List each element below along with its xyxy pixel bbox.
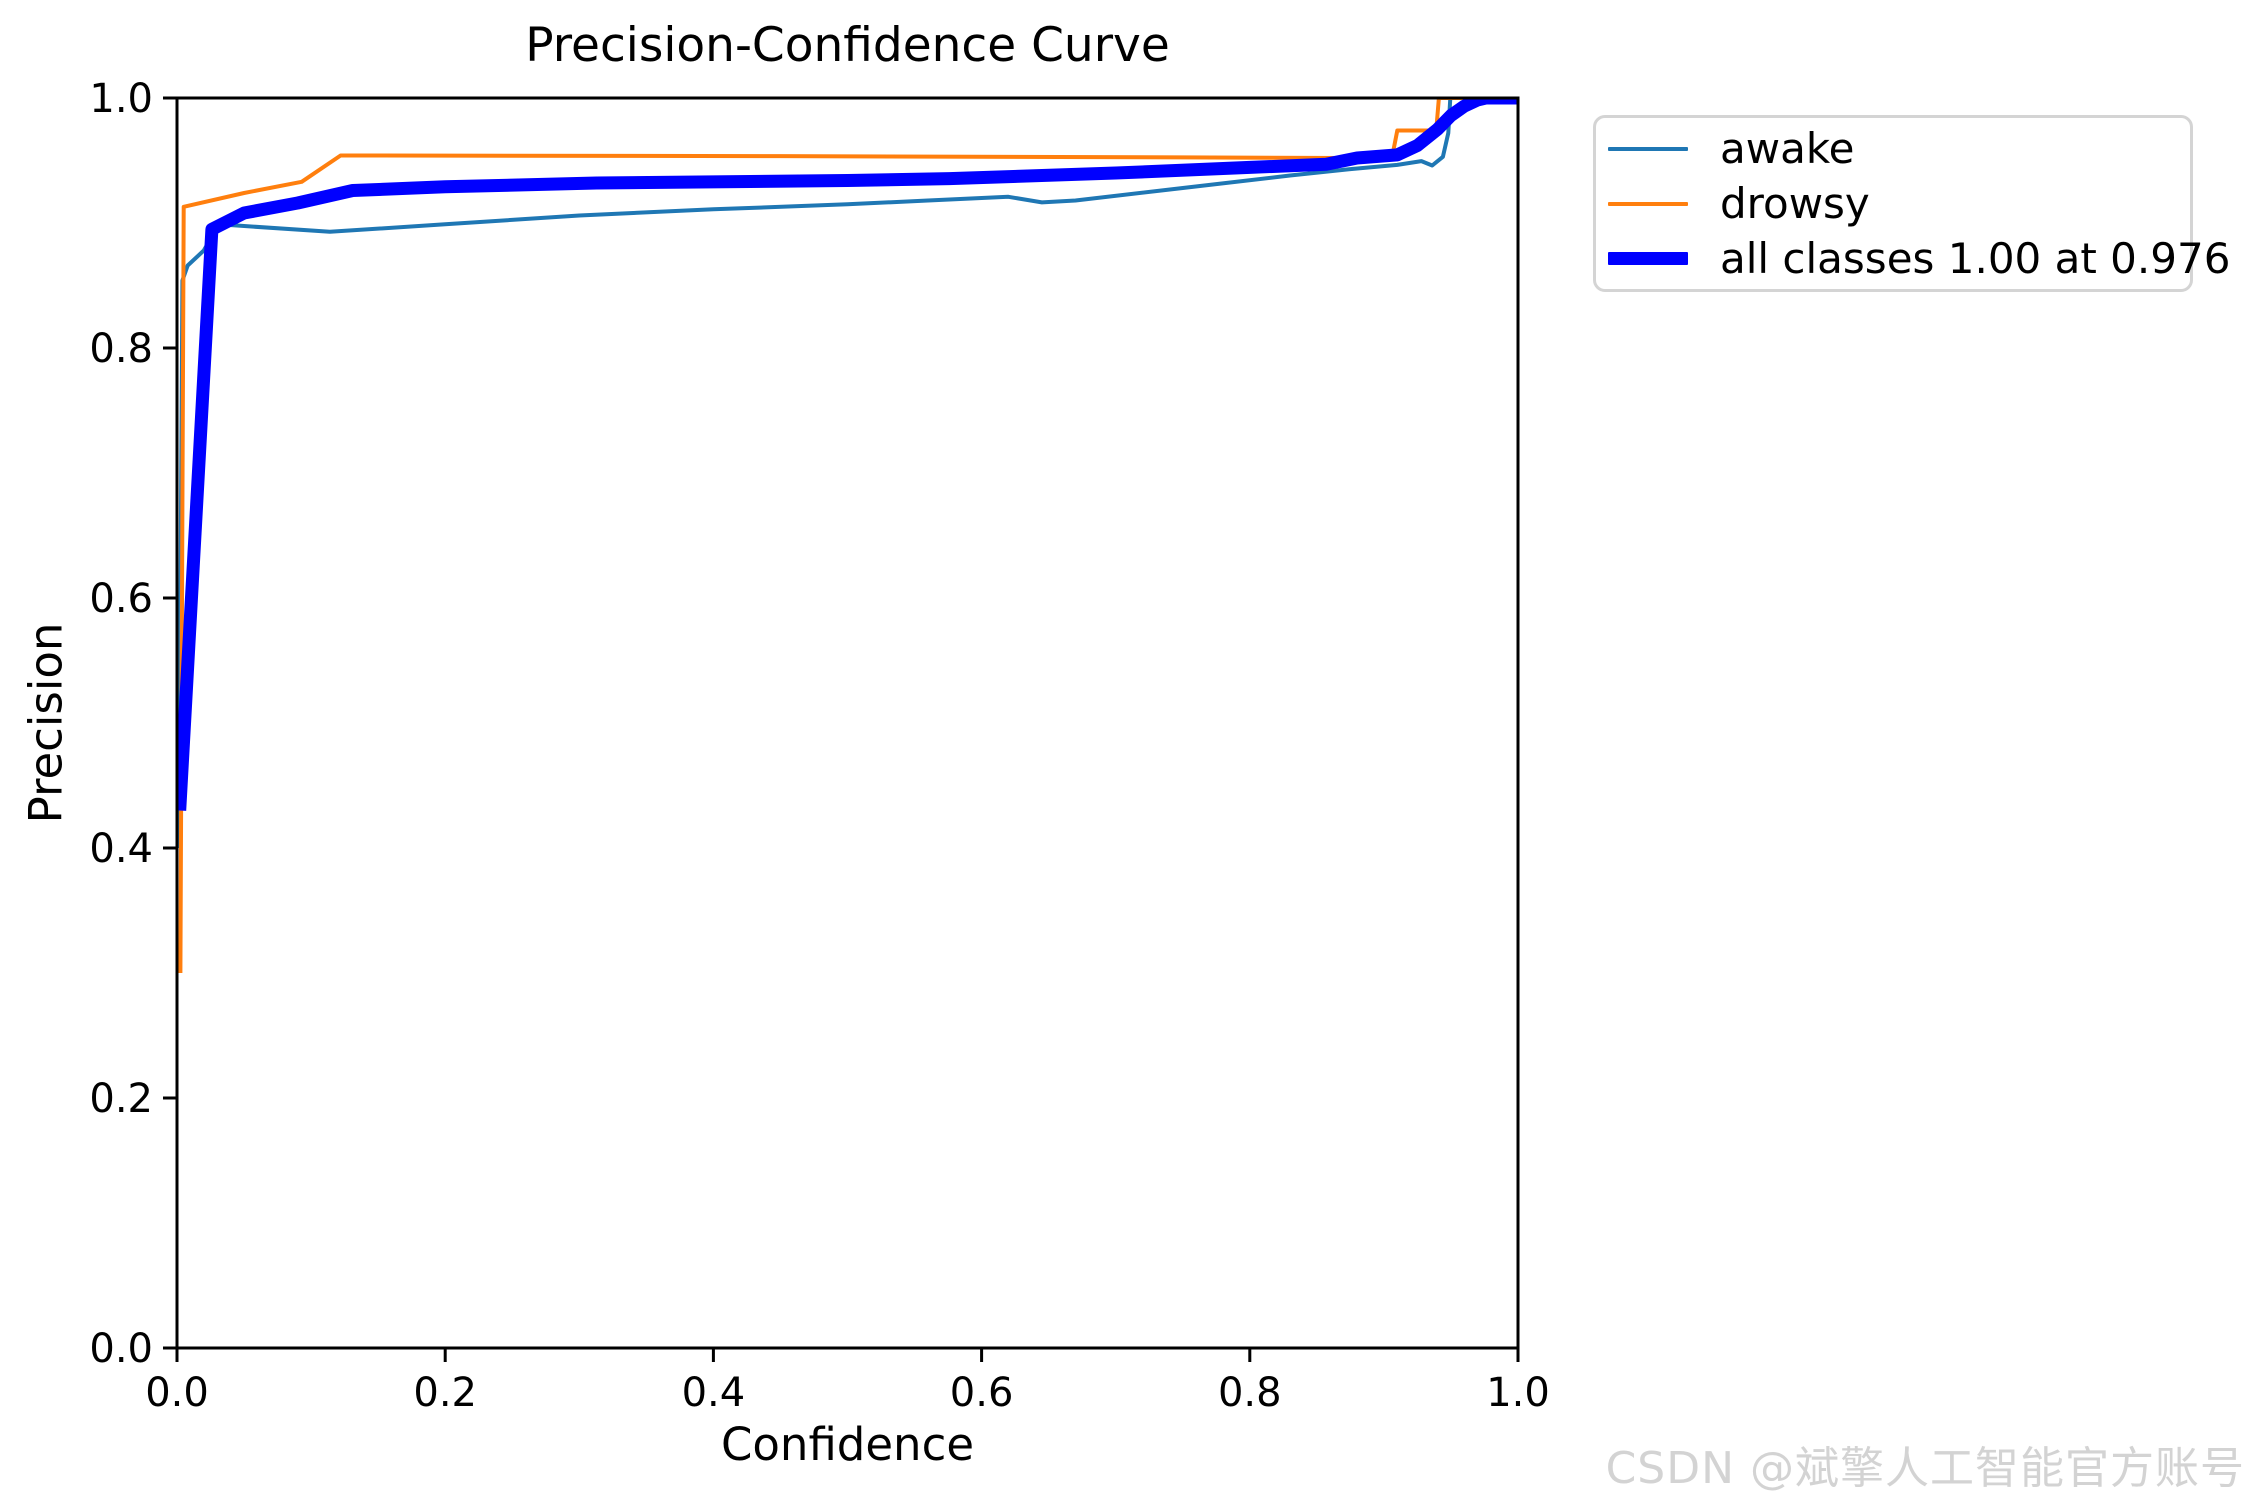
y-tick-label: 0.4: [89, 826, 153, 872]
x-tick-label: 0.0: [145, 1370, 209, 1416]
y-axis-label: Precision: [19, 622, 73, 824]
legend-label-drowsy: drowsy: [1720, 179, 1870, 228]
x-tick-label: 0.8: [1218, 1370, 1282, 1416]
x-tick-label: 0.2: [413, 1370, 477, 1416]
plot-border: [175, 96, 1520, 1350]
x-tick-label: 0.4: [682, 1370, 746, 1416]
legend-line-awake: [1608, 146, 1688, 151]
y-tick-label: 0.8: [89, 326, 153, 372]
legend-label-awake: awake: [1720, 124, 1855, 173]
legend: awake drowsy all classes 1.00 at 0.976: [1593, 115, 2230, 292]
y-tick-label: 0.6: [89, 576, 153, 622]
x-tick-label: 0.6: [950, 1370, 1014, 1416]
legend-line-drowsy: [1608, 201, 1688, 206]
legend-line-all-classes: [1608, 252, 1688, 265]
series-lines: [177, 98, 1518, 974]
x-axis-label: Confidence: [720, 1418, 974, 1471]
curve-all-classes: [177, 98, 1518, 811]
watermark: CSDN @斌擎人工智能官方账号: [1605, 1443, 2245, 1494]
y-tick-label: 0.0: [89, 1326, 153, 1372]
chart-title: Precision-Confidence Curve: [525, 18, 1170, 73]
x-tick-label: 1.0: [1486, 1370, 1550, 1416]
legend-item-all-classes: all classes 1.00 at 0.976: [1596, 232, 2230, 285]
legend-item-drowsy: drowsy: [1596, 177, 2190, 230]
legend-item-awake: awake: [1596, 122, 2190, 175]
y-tick-label: 1.0: [89, 76, 153, 122]
curve-awake: [177, 98, 1518, 849]
y-tick-label: 0.2: [89, 1076, 153, 1122]
legend-label-all-classes: all classes 1.00 at 0.976: [1720, 234, 2231, 283]
